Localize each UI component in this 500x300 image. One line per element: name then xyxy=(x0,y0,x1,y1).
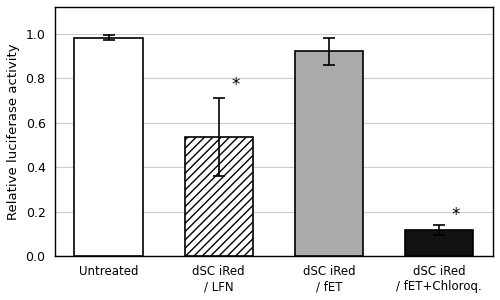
Bar xyxy=(405,230,473,256)
Bar xyxy=(74,38,142,256)
Bar xyxy=(184,137,253,256)
Text: *: * xyxy=(231,76,239,94)
Y-axis label: Relative luciferase activity: Relative luciferase activity xyxy=(7,43,20,220)
Text: *: * xyxy=(452,206,460,224)
Bar xyxy=(294,51,363,256)
